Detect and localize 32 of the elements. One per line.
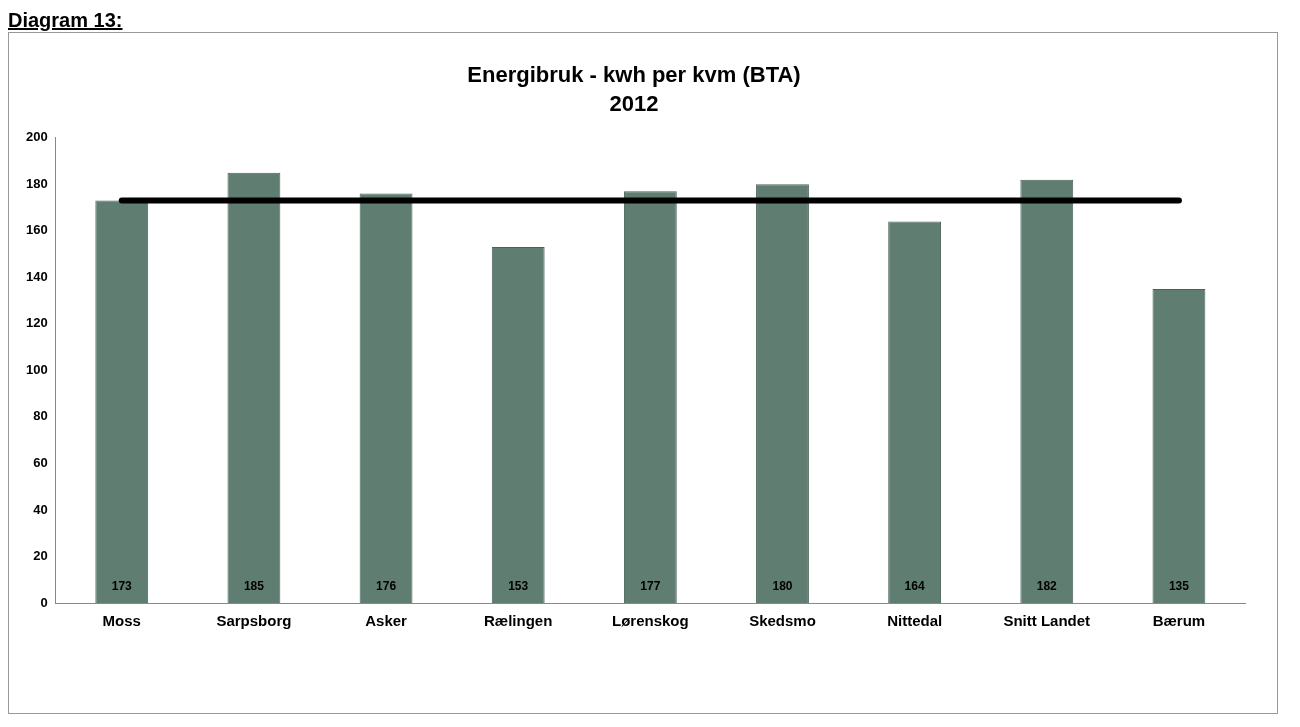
data-label: 176 bbox=[376, 579, 397, 594]
x-tick-label: Bærum bbox=[1152, 612, 1206, 630]
y-tick-label: 20 bbox=[33, 548, 48, 564]
chart-subtitle: 2012 bbox=[609, 90, 659, 116]
x-tick-label: Moss bbox=[102, 612, 141, 630]
y-tick-label: 200 bbox=[25, 129, 48, 145]
y-tick-label: 0 bbox=[40, 594, 48, 610]
data-label: 153 bbox=[508, 579, 529, 594]
data-label: 182 bbox=[1036, 579, 1058, 594]
x-tick-label: Nittedal bbox=[887, 612, 943, 630]
data-label: 185 bbox=[243, 579, 265, 594]
data-label: 164 bbox=[904, 579, 925, 594]
y-tick-label: 180 bbox=[25, 175, 48, 191]
y-tick-label: 160 bbox=[25, 222, 48, 238]
x-tick-label: Asker bbox=[365, 612, 408, 630]
data-label: 180 bbox=[772, 579, 793, 594]
y-tick-label: 60 bbox=[33, 455, 48, 471]
chart-title: Energibruk - kwh per kvm (BTA) bbox=[467, 62, 801, 88]
x-tick-label: Sarpsborg bbox=[216, 612, 292, 630]
data-label: 135 bbox=[1168, 579, 1190, 594]
y-tick-label: 120 bbox=[25, 315, 48, 331]
data-label: 173 bbox=[111, 579, 133, 594]
x-tick-label: Snitt Landet bbox=[1003, 612, 1091, 630]
x-tick-label: Lørenskog bbox=[612, 612, 689, 630]
y-tick-label: 100 bbox=[25, 361, 48, 377]
x-tick-label: Skedsmo bbox=[749, 612, 816, 630]
x-tick-label: Rælingen bbox=[484, 612, 553, 630]
y-tick-label: 40 bbox=[33, 501, 48, 517]
text: Diagram 13: bbox=[8, 8, 124, 32]
data-label: 177 bbox=[640, 579, 661, 594]
y-tick-label: 140 bbox=[25, 268, 48, 284]
y-tick-label: 80 bbox=[33, 408, 48, 424]
